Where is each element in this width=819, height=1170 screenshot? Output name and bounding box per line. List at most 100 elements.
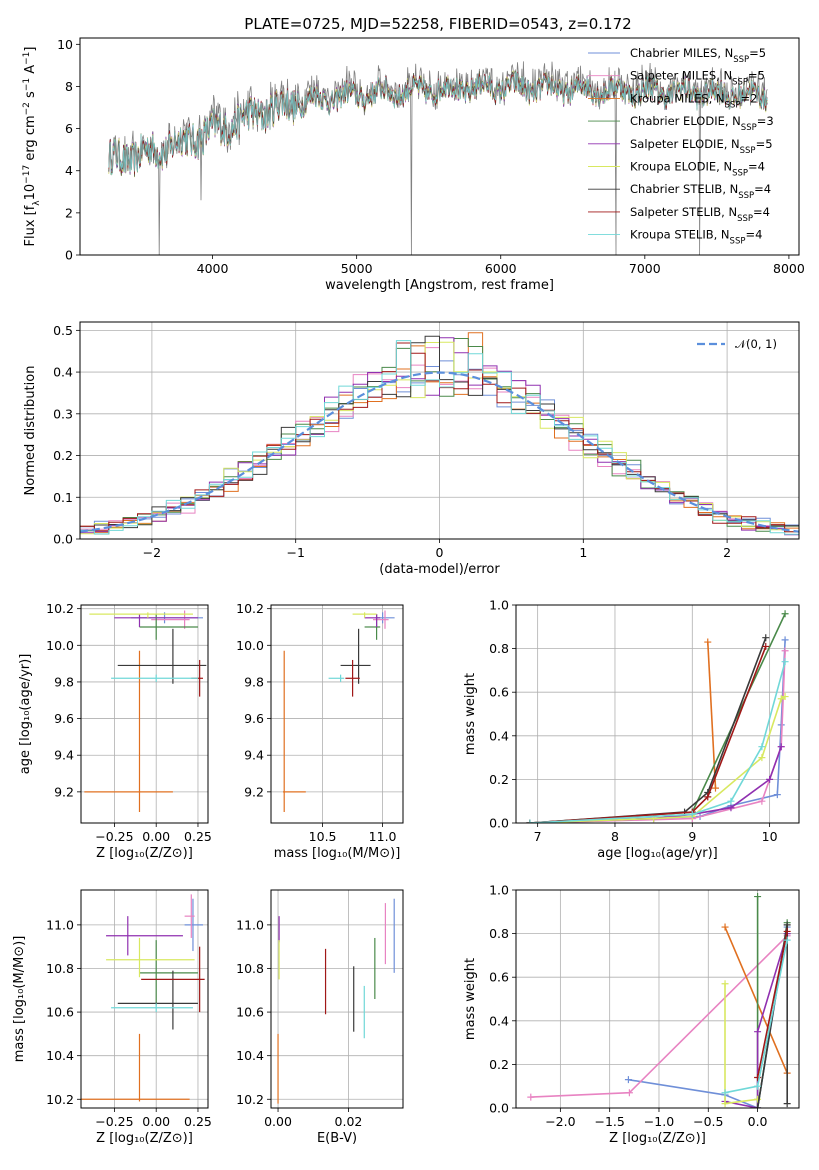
series-marker-4 (781, 610, 789, 618)
series-marker-6 (721, 980, 729, 988)
y-axis-label: Normed distribution (23, 366, 38, 496)
series-marker-3 (704, 638, 712, 646)
x-tick-label: 0.25 (184, 1114, 212, 1129)
x-tick-label: 0 (436, 545, 444, 560)
legend-sub: SSP (741, 123, 757, 133)
x-tick-label: 5000 (341, 261, 373, 276)
y-tick-label: 9.8 (54, 674, 74, 689)
y-tick-label: 9.8 (244, 674, 264, 689)
y-tick-label: 6 (65, 121, 73, 136)
y-tick-label: 0.4 (53, 365, 73, 380)
legend-name: Chabrier MILES, N (630, 46, 733, 60)
y-label-part: ] (23, 47, 38, 52)
y-tick-label: 9.4 (54, 748, 74, 763)
normal-curve (80, 371, 799, 533)
series-marker-3 (711, 784, 719, 792)
series-marker-2 (625, 1089, 633, 1097)
y-tick-label: 0.2 (489, 1057, 509, 1072)
x-tick-label: 2 (723, 545, 731, 560)
y-tick-label: 10.2 (46, 1092, 74, 1107)
y-label-part: −2 (22, 102, 32, 115)
y-tick-label: 0.0 (53, 532, 73, 547)
y-label-part: −1 (22, 78, 32, 91)
series-marker-5 (727, 804, 735, 812)
series-marker-2 (758, 797, 766, 805)
y-tick-label: 0.3 (53, 406, 73, 421)
legend-label-1: Chabrier MILES, NSSP=5 (630, 46, 766, 65)
series-marker-1 (773, 791, 781, 799)
y-tick-label: 10.0 (46, 638, 74, 653)
series-marker-3 (721, 923, 729, 931)
y-tick-label: 0.6 (489, 970, 509, 985)
y-tick-label: 10.6 (236, 1005, 264, 1020)
axes-frame (80, 889, 209, 1109)
legend-label-7: Chabrier STELIB, NSSP=4 (630, 182, 771, 201)
series-marker-7 (783, 1100, 791, 1108)
y-tick-label: 0.6 (489, 685, 509, 700)
series-marker-6 (721, 1100, 729, 1108)
series-marker-6 (777, 695, 785, 703)
x-tick-label: 6000 (485, 261, 517, 276)
y-tick-label: 0.0 (489, 1101, 509, 1116)
series-line-8 (529, 646, 767, 823)
x-tick-label: 9 (688, 829, 696, 844)
mass-vs-metallicity-panel: −0.25 0.00 0.25 10.2 10.4 10.6 10.8 11.0 Z [log₁… (12, 889, 212, 1146)
plot-area (283, 610, 395, 813)
age-vs-mass-panel: 10.5 11.0 9.2 9.4 9.6 9.8 10.0 10.2 mass [log₁₀(… (236, 601, 404, 861)
y-tick-label: 0.0 (489, 816, 509, 831)
series-marker-6 (781, 693, 789, 701)
legend-n: =5 (748, 69, 765, 83)
legend-label-2: Salpeter MILES, NSSP=5 (630, 69, 765, 88)
histogram-9 (80, 340, 799, 536)
y-tick-label: 10.8 (46, 961, 74, 976)
axes-frame (270, 604, 404, 824)
y-tick-label: 0.4 (489, 1013, 509, 1028)
series-marker-7 (754, 1104, 762, 1108)
axes-frame (79, 37, 800, 256)
model-spectrum-9 (108, 71, 768, 176)
axes-frame (79, 321, 800, 540)
series-line-6 (529, 695, 786, 823)
x-tick-label: 0.02 (335, 1114, 363, 1129)
legend-sub: SSP (732, 169, 748, 179)
x-tick-label: −1 (286, 545, 304, 560)
x-axis-label: mass [log₁₀(M/M⊙)] (274, 846, 401, 861)
plot-area (84, 610, 207, 813)
age-vs-metallicity-panel: −0.25 0.00 0.25 9.2 9.4 9.6 9.8 10.0 10.2 Z [log₁… (18, 601, 212, 861)
y-label-part: s (23, 91, 38, 102)
y-tick-label: 10 (57, 37, 73, 52)
series-line-5 (724, 933, 788, 1108)
x-tick-label: 7 (534, 829, 542, 844)
y-label-part: λ (32, 200, 42, 206)
x-tick-label: 0.00 (264, 1114, 292, 1129)
x-tick-label: 0.00 (142, 1114, 170, 1129)
series-line-8 (756, 931, 788, 1078)
legend-name: Salpeter ELODIE, N (630, 137, 740, 151)
legend-sub: SSP (725, 100, 741, 110)
legend-name: Salpeter MILES, N (630, 69, 732, 83)
y-axis-label: mass weight (463, 958, 478, 1040)
x-axis-label: Z [log₁₀(Z/Z⊙)] (96, 846, 193, 861)
legend-n: =4 (753, 205, 770, 219)
legend-sub: SSP (740, 146, 756, 156)
axes-frame (270, 889, 404, 1109)
series-marker-5 (766, 775, 774, 783)
x-tick-label: −0.5 (693, 1114, 723, 1129)
x-tick-label: −0.25 (95, 829, 133, 844)
legend-sub: SSP (737, 214, 753, 224)
legend-n: =5 (749, 46, 766, 60)
y-tick-label: 10.2 (236, 1092, 264, 1107)
series-marker-7 (762, 634, 770, 642)
plot-area (81, 894, 205, 1102)
legend-label-normal: 𝒩(0, 1) (735, 337, 777, 351)
massweight-vs-age-panel: 7 8 9 10 0.0 0.2 0.4 0.6 0.8 1.0 age [log₁₀(age/yr… (463, 598, 800, 861)
legend-name: Kroupa ELODIE, N (630, 160, 732, 174)
axes-frame (515, 604, 800, 824)
series-marker-8 (783, 927, 791, 935)
y-tick-label: 11.0 (236, 917, 264, 932)
series-marker-5 (777, 743, 785, 751)
y-label-part: −1 (22, 52, 32, 65)
legend-label-6: Kroupa ELODIE, NSSP=4 (630, 160, 765, 179)
spectrum-panel: 4000 5000 6000 7000 8000 0 2 4 6 8 10 wavelength [A… (22, 37, 805, 293)
